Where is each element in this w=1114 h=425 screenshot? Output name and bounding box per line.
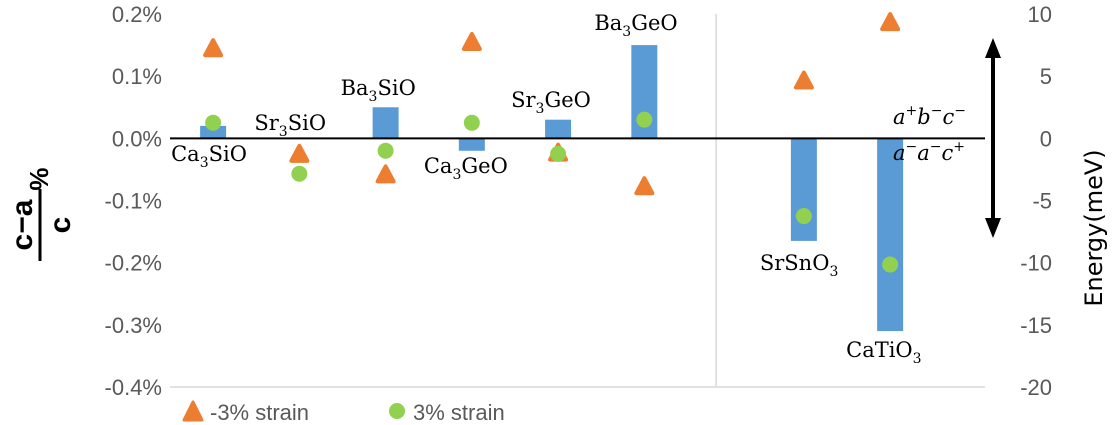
energy-arrow xyxy=(985,38,1001,238)
legend-label-minus3: -3% strain xyxy=(210,400,309,425)
y-left-label-unit: % xyxy=(24,167,54,190)
category-label: Ca3GeO xyxy=(424,154,508,183)
legend-triangle-marker xyxy=(182,400,204,422)
legend-label-plus3: 3% strain xyxy=(413,400,505,425)
category-label: SrSnO3 xyxy=(760,251,838,280)
circle-marker xyxy=(636,111,653,128)
category-label: Ca3SiO xyxy=(171,142,247,171)
y-left-tick-label: 0.1% xyxy=(112,64,162,89)
triangle-marker xyxy=(634,176,655,196)
circle-marker xyxy=(795,208,812,225)
y-right-axis-label: Energy(meV) xyxy=(1080,149,1108,306)
category-label: Ba3SiO xyxy=(341,76,416,105)
legend-circle-marker xyxy=(389,403,405,419)
bar xyxy=(200,125,227,139)
triangle-marker xyxy=(793,70,814,90)
y-right-tick-label: -20 xyxy=(1020,375,1052,400)
category-label: Sr3GeO xyxy=(511,88,591,117)
bar xyxy=(545,119,572,139)
y-left-label-denominator: c xyxy=(44,217,77,234)
category-label: Sr3SiO xyxy=(254,111,326,140)
y-left-tick-label: -0.1% xyxy=(105,189,162,214)
bar xyxy=(458,138,485,151)
y-right-ticks: 10 5 0 -5 -10 -15 -20 xyxy=(1020,2,1052,400)
circle-marker xyxy=(463,114,480,131)
y-left-tick-label: -0.3% xyxy=(105,313,162,338)
circle-marker xyxy=(377,142,394,159)
phase-annotation-lower: a−a−c+ xyxy=(893,139,965,165)
triangle-marker xyxy=(289,143,310,163)
y-right-tick-label: -10 xyxy=(1020,251,1052,276)
y-left-label-numerator: c−a xyxy=(6,199,39,250)
y-left-tick-label: -0.4% xyxy=(105,375,162,400)
circle-marker xyxy=(550,145,567,162)
triangle-marker xyxy=(880,12,901,32)
y-left-ticks: 0.2% 0.1% 0.0% -0.1% -0.2% -0.3% -0.4% xyxy=(105,2,162,400)
y-right-tick-label: -15 xyxy=(1020,313,1052,338)
bar xyxy=(877,138,904,332)
circle-marker xyxy=(291,165,308,182)
y-right-tick-label: 10 xyxy=(1028,2,1052,27)
bar xyxy=(790,138,817,241)
legend: -3% strain 3% strain xyxy=(182,400,505,425)
triangle-marker xyxy=(375,164,396,184)
y-left-tick-label: -0.2% xyxy=(105,251,162,276)
y-right-tick-label: 0 xyxy=(1040,126,1052,151)
y-left-tick-label: 0.0% xyxy=(112,126,162,151)
circle-marker xyxy=(882,256,899,273)
markers xyxy=(203,12,901,273)
phase-annotation-upper: a+b−c− xyxy=(893,103,966,129)
triangle-marker xyxy=(203,38,224,58)
category-label: Ba3GeO xyxy=(594,11,677,40)
y-left-tick-label: 0.2% xyxy=(112,2,162,27)
bar xyxy=(372,107,399,139)
y-right-tick-label: -5 xyxy=(1032,189,1052,214)
triangle-marker xyxy=(461,31,482,51)
category-label: CaTiO3 xyxy=(846,338,921,367)
y-left-axis-label: c−a c % xyxy=(6,167,77,261)
y-right-tick-label: 5 xyxy=(1040,64,1052,89)
circle-marker xyxy=(205,114,222,131)
